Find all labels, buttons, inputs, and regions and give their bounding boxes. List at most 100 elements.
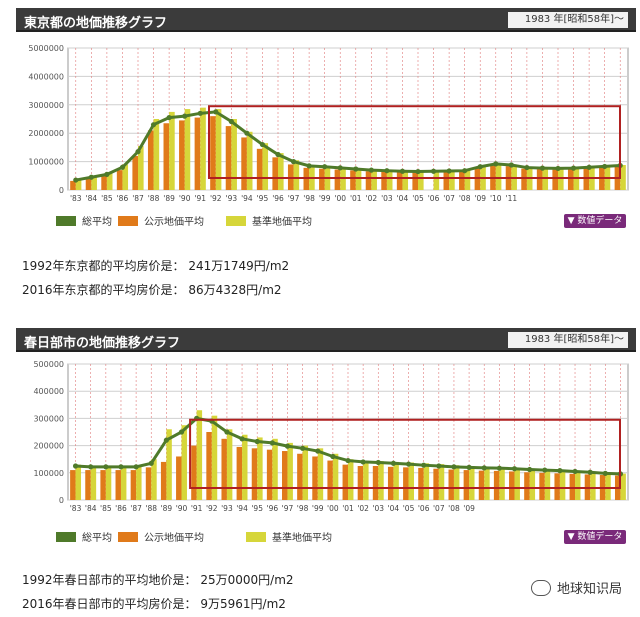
- x-tick-label: '08: [448, 504, 460, 513]
- x-tick-label: '84: [85, 504, 97, 513]
- total-point: [587, 469, 593, 475]
- standard-bar: [181, 425, 187, 500]
- public-bar: [319, 168, 325, 190]
- public-bar: [350, 170, 356, 190]
- public-bar: [554, 473, 560, 500]
- y-tick-label: 3000000: [28, 101, 64, 110]
- kasukabe-chart-panel: 春日部市の地価推移グラフ 1983 年[昭和58年]～ 0 100000 20000…: [16, 328, 636, 553]
- total-point: [368, 167, 374, 173]
- x-tick-label: '05: [403, 504, 415, 513]
- x-tick-label: '10: [490, 194, 502, 203]
- y-tick-label: 1000000: [28, 158, 64, 167]
- standard-bar: [469, 466, 475, 500]
- legend-public: 公示地価平均: [144, 533, 204, 544]
- y-tick-label: 200000: [33, 442, 64, 451]
- x-tick-label: '04: [388, 504, 400, 513]
- standard-bar: [122, 164, 129, 190]
- public-bar: [85, 470, 91, 500]
- x-tick-label: '92: [210, 194, 222, 203]
- public-bar: [221, 438, 227, 500]
- public-bar: [70, 470, 76, 500]
- y-tick-label: 300000: [33, 414, 64, 423]
- standard-bar: [393, 461, 399, 500]
- standard-bar: [136, 466, 142, 500]
- total-point: [493, 161, 499, 167]
- standard-bar: [257, 437, 263, 500]
- x-tick-label: '85: [100, 504, 112, 513]
- standard-bar: [75, 464, 82, 500]
- total-point: [602, 470, 608, 476]
- data-button[interactable]: ▼ 数値データ: [564, 530, 626, 544]
- public-bar: [478, 470, 485, 500]
- standard-bar: [200, 107, 206, 190]
- standard-bar: [153, 119, 160, 190]
- total-point: [360, 459, 366, 465]
- public-bar: [194, 117, 201, 190]
- public-bar: [459, 171, 465, 190]
- total-point: [269, 440, 275, 446]
- standard-bar: [575, 470, 581, 500]
- highlight-box: [208, 105, 621, 179]
- data-button[interactable]: ▼ 数値データ: [564, 214, 626, 228]
- public-bar: [179, 120, 185, 190]
- standard-bar: [605, 472, 611, 500]
- total-point: [481, 465, 487, 471]
- public-bar: [552, 169, 558, 190]
- x-tick-label: '95: [257, 194, 269, 203]
- total-point: [73, 177, 79, 183]
- wechat-icon: [530, 579, 551, 596]
- x-tick-label: '99: [319, 194, 331, 203]
- year-selector[interactable]: 1983 年[昭和58年]～: [508, 332, 628, 348]
- total-point: [228, 118, 234, 125]
- standard-bar: [438, 464, 445, 500]
- total-point: [542, 467, 548, 473]
- total-point: [570, 165, 577, 171]
- total-point: [496, 465, 502, 471]
- x-tick-label: '93: [221, 504, 233, 513]
- total-point: [88, 174, 94, 180]
- x-tick-label: '89: [161, 504, 173, 513]
- standard-bar: [332, 453, 339, 500]
- standard-bar: [402, 170, 409, 190]
- legend-public-swatch: [118, 531, 138, 542]
- total-point: [572, 468, 578, 475]
- watermark-text: 地球知识局: [556, 582, 622, 597]
- standard-bar: [211, 415, 218, 500]
- total-point: [511, 466, 518, 472]
- x-tick-label: '02: [366, 194, 378, 203]
- chart-header: 春日部市の地価推移グラフ 1983 年[昭和58年]～: [16, 328, 636, 352]
- total-point: [299, 445, 306, 451]
- total-point: [239, 436, 245, 442]
- plot-area: [67, 47, 629, 191]
- public-bar: [536, 169, 543, 190]
- x-tick-label: '07: [433, 504, 445, 513]
- standard-bar: [371, 169, 377, 190]
- highlight-box: [189, 418, 621, 489]
- x-tick-label: '88: [148, 194, 160, 203]
- total-point: [182, 113, 188, 119]
- x-tick-label: '94: [236, 504, 248, 513]
- standard-bar: [272, 438, 278, 500]
- x-tick-label: '09: [474, 194, 486, 203]
- public-bar: [387, 466, 394, 500]
- standard-bar: [620, 165, 626, 190]
- public-bar: [539, 472, 545, 500]
- standard-bar: [453, 465, 460, 500]
- total-point: [446, 168, 452, 174]
- standard-bar: [75, 179, 82, 190]
- total-point: [315, 448, 321, 454]
- standard-bar: [302, 445, 309, 500]
- tokyo-note-2016: 2016年东京都的平均房价是： 86万4328円/m2: [22, 283, 282, 297]
- total-point: [133, 464, 139, 470]
- x-tick-label: '04: [397, 194, 409, 203]
- total-point: [213, 109, 219, 115]
- public-bar: [334, 169, 341, 190]
- x-tick-label: '89: [163, 194, 175, 203]
- year-selector[interactable]: 1983 年[昭和58年]～: [508, 12, 628, 28]
- x-tick-label: '94: [241, 194, 253, 203]
- x-tick-label: '99: [312, 504, 324, 513]
- public-bar: [116, 170, 123, 190]
- legend-total: 総平均: [82, 533, 112, 544]
- legend-total-swatch: [56, 215, 76, 226]
- public-bar: [160, 461, 167, 500]
